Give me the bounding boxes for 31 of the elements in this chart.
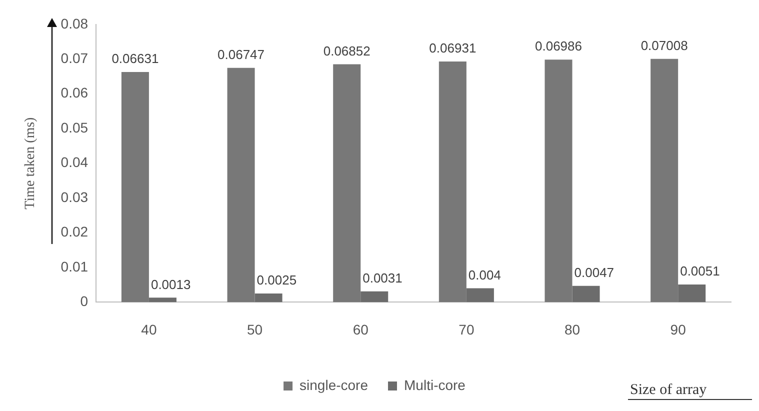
- x-axis-title: Size of array: [628, 382, 752, 400]
- x-tick-label: 40: [141, 321, 157, 338]
- y-tick-label: 0: [80, 293, 88, 310]
- data-label: 0.0051: [680, 264, 720, 279]
- y-tick-label: 0.07: [60, 50, 88, 66]
- data-label: 0.06852: [323, 43, 370, 58]
- y-tick-label: 0.05: [60, 119, 88, 136]
- legend-label: single-core: [300, 376, 368, 393]
- data-label: 0.06931: [429, 40, 476, 56]
- y-tick-label: 0.06: [60, 84, 88, 101]
- y-tick-label: 0.02: [60, 224, 88, 240]
- x-tick-label: 60: [352, 321, 369, 338]
- data-label: 0.0031: [362, 270, 402, 286]
- x-tick-label: 90: [670, 321, 686, 338]
- x-tick-label: 50: [246, 321, 263, 338]
- data-label: 0.0013: [150, 276, 191, 292]
- data-label: 0.06986: [535, 38, 582, 54]
- y-tick-label: 0.04: [60, 154, 88, 170]
- data-label: 0.004: [468, 267, 501, 282]
- x-tick-label: 70: [458, 321, 474, 338]
- data-label: 0.06747: [218, 46, 265, 62]
- data-label: 0.07008: [640, 38, 688, 53]
- x-tick-label: 80: [564, 321, 580, 338]
- y-tick-label: 0.08: [60, 15, 88, 32]
- legend-label: Multi-core: [404, 376, 466, 393]
- data-label: 0.06631: [112, 51, 159, 66]
- data-label: 0.0047: [574, 264, 614, 280]
- y-tick-label: 0.01: [60, 258, 88, 274]
- y-tick-label: 0.03: [60, 188, 88, 205]
- data-label: 0.0025: [256, 272, 297, 288]
- y-axis-title: Time taken (ms): [23, 116, 38, 210]
